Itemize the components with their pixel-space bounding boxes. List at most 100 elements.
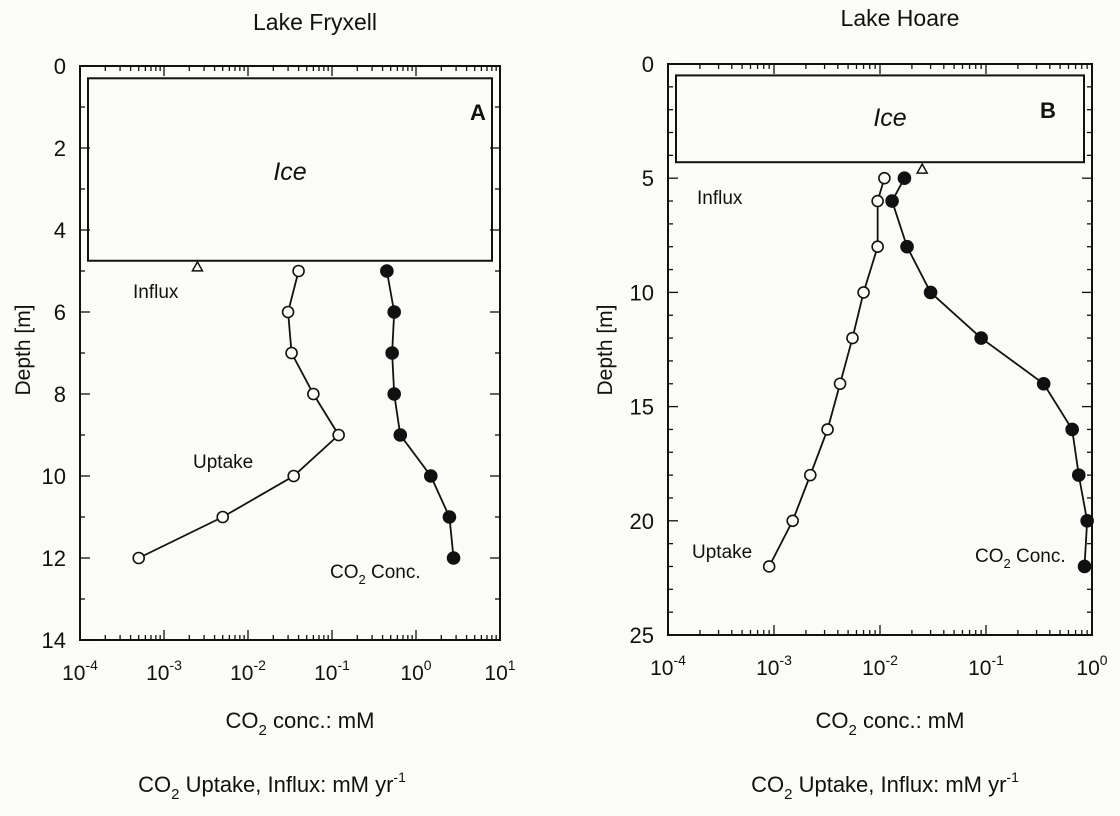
influx-triangle-marker (915, 162, 929, 174)
x-tick-base: 10 (756, 657, 779, 680)
x-tick-base: 10 (862, 657, 885, 680)
panel-letter: A (470, 100, 486, 125)
co2-conc-point (423, 469, 438, 483)
co2-conc-point (446, 551, 461, 565)
x-tick-exponent: -1 (337, 657, 350, 673)
x-tick-label: 10-3 (756, 652, 792, 680)
uptake-point (281, 305, 295, 319)
series-label-uptake: Uptake (193, 452, 253, 473)
co2-conc-point (387, 305, 401, 319)
x-axis-label-text: Uptake, Influx: mM yr (792, 772, 1006, 797)
x-tick-base: 10 (1076, 657, 1099, 680)
x-tick-exponent: 0 (424, 657, 432, 673)
x-tick-label: 10-1 (968, 652, 1004, 680)
x-tick-exponent: 1 (508, 657, 516, 673)
x-tick-exponent: -3 (779, 652, 792, 668)
x-tick-base: 10 (650, 657, 673, 680)
series-label-text: CO (975, 546, 1004, 567)
uptake-point (857, 286, 870, 299)
series-label-subscript: 2 (359, 572, 366, 587)
co2-conc-point (1080, 513, 1094, 528)
co2-conc-point (1036, 376, 1051, 391)
series-label-text: Conc. (366, 562, 421, 583)
x-tick-exponent: 0 (1100, 652, 1108, 668)
x-axis-label-concentration: CO2 conc.: mM (226, 708, 375, 739)
x-axis-label-text: CO (751, 772, 784, 797)
x-tick-label: 10-2 (862, 652, 898, 680)
y-tick-label: 12 (42, 546, 66, 571)
x-tick-base: 10 (146, 662, 169, 685)
y-tick-label: 10 (42, 464, 66, 489)
co2-conc-point (1077, 559, 1092, 574)
uptake-point (285, 346, 298, 360)
y-axis-label: Depth [m] (594, 304, 617, 395)
y-tick-label: 5 (642, 166, 654, 191)
co2-conc-point (885, 194, 899, 208)
y-tick-label: 20 (630, 509, 654, 534)
x-axis-label-text: Uptake, Influx: mM yr (179, 772, 393, 797)
co2-conc-point (385, 346, 399, 360)
uptake-point (786, 514, 799, 528)
x-tick-base: 10 (62, 662, 85, 685)
series-label-uptake: Uptake (692, 542, 752, 563)
uptake-point (332, 428, 345, 442)
y-tick-label: 2 (54, 136, 66, 161)
x-axis-label-text: conc.: mM (857, 708, 965, 733)
uptake-point (803, 468, 817, 482)
series-line-co2-conc (891, 177, 1089, 567)
influx-triangle-marker (191, 260, 204, 272)
y-tick-label: 8 (54, 382, 66, 407)
y-tick-label: 14 (42, 628, 66, 653)
x-tick-exponent: -2 (885, 652, 898, 668)
series-label-subscript: 2 (1004, 556, 1011, 571)
x-tick-base: 10 (230, 662, 253, 685)
co2-conc-point (897, 171, 912, 185)
series-line-co2-conc (385, 270, 455, 559)
ice-label: Ice (273, 158, 306, 186)
x-axis-label-concentration: CO2 conc.: mM (816, 708, 965, 739)
y-tick-label: 10 (630, 280, 654, 305)
uptake-point (292, 264, 305, 278)
ice-layer-box (675, 74, 1085, 164)
y-tick-label: 4 (54, 218, 66, 243)
y-tick-label: 6 (54, 300, 66, 325)
x-tick-label: 10-4 (62, 657, 98, 685)
uptake-point (878, 171, 891, 185)
y-axis-label: Depth [m] (12, 304, 35, 395)
x-tick-exponent: -4 (85, 657, 98, 673)
x-tick-base: 10 (968, 657, 991, 680)
ice-label: Ice (873, 104, 906, 132)
x-axis-label-text: CO (138, 772, 171, 797)
chart-title: Lake Fryxell (253, 9, 377, 35)
uptake-point (287, 469, 301, 483)
uptake-point (871, 240, 884, 254)
series-label-text: Conc. (1011, 546, 1066, 567)
influx-label: Influx (697, 188, 743, 209)
x-axis-label-subscript: 2 (849, 722, 857, 739)
x-axis-label-text: CO (816, 708, 849, 733)
x-tick-exponent: -1 (991, 652, 1004, 668)
x-tick-label: 100 (1076, 652, 1107, 680)
co2-conc-point (1065, 422, 1079, 437)
x-tick-label: 10-3 (146, 657, 182, 685)
x-axis-label-subscript: 2 (171, 786, 179, 803)
x-axis-label-superscript: -1 (393, 769, 406, 785)
x-tick-label: 10-1 (314, 657, 350, 685)
x-tick-exponent: -3 (169, 657, 182, 673)
x-axis-label-text: CO (226, 708, 259, 733)
series-label-text: CO (330, 562, 359, 583)
influx-label: Influx (133, 282, 179, 303)
x-tick-label: 10-4 (650, 652, 686, 680)
chart-title: Lake Hoare (841, 5, 960, 31)
uptake-point (132, 551, 146, 565)
series-label-co2-conc: CO2 Conc. (330, 562, 421, 587)
uptake-point (871, 194, 884, 208)
co2-conc-point (380, 264, 394, 278)
x-axis-label-subscript: 2 (259, 722, 267, 739)
series-label-co2-conc: CO2 Conc. (975, 546, 1066, 571)
co2-conc-point (1071, 468, 1086, 482)
panel-letter: B (1040, 98, 1056, 123)
x-tick-exponent: -4 (673, 652, 686, 668)
